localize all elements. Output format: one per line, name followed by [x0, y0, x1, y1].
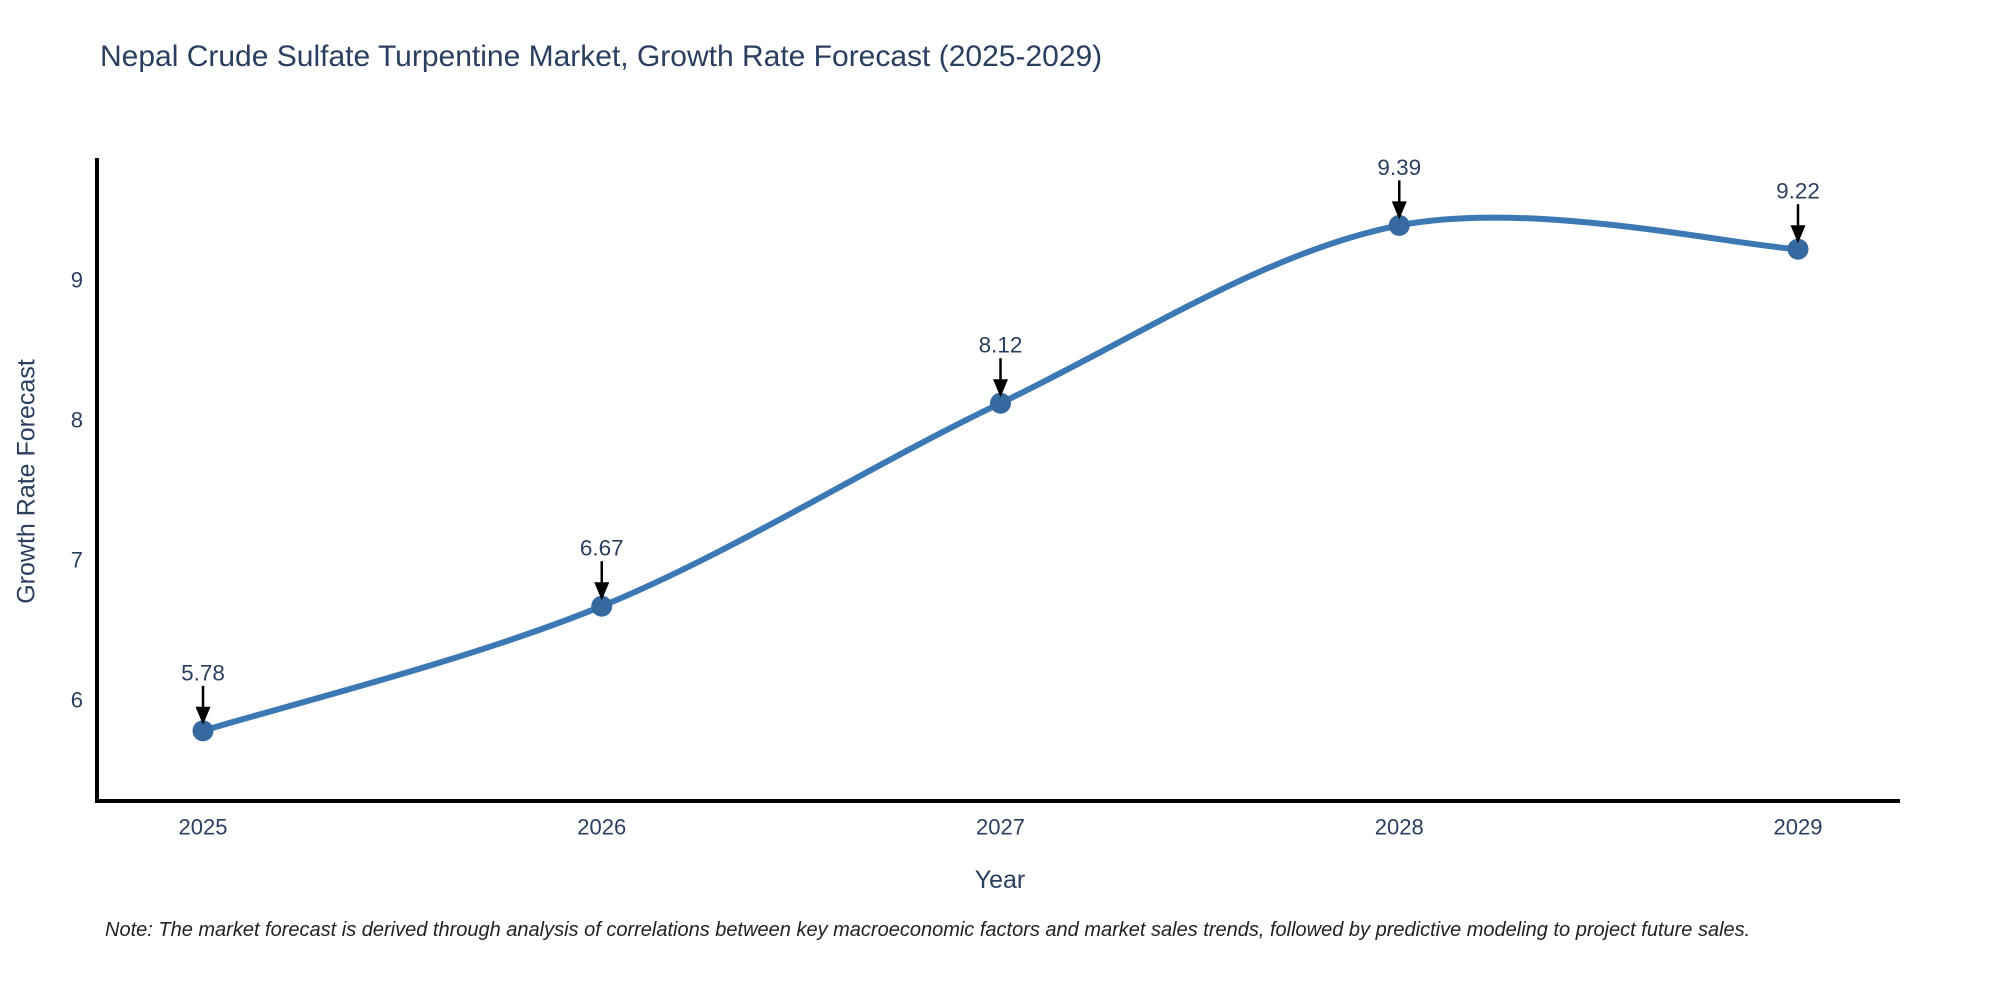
x-tick-label: 2025 [179, 815, 228, 840]
data-point-marker [990, 392, 1011, 414]
data-point-marker [591, 595, 613, 617]
data-point-marker [1787, 238, 1809, 260]
data-point-label: 6.67 [580, 536, 624, 561]
annotation-arrowhead [195, 706, 211, 725]
data-point-label: 8.12 [979, 333, 1023, 358]
x-tick-label: 2029 [1774, 815, 1823, 840]
annotation-arrowhead [1391, 201, 1407, 220]
y-tick-label: 7 [71, 548, 83, 573]
x-tick-label: 2027 [976, 815, 1025, 840]
annotation-arrowhead [594, 582, 610, 601]
data-point-label: 9.22 [1776, 179, 1820, 204]
footnote: Note: The market forecast is derived thr… [105, 919, 1751, 941]
series-line-group [200, 214, 1801, 734]
x-tick-label: 2026 [577, 815, 626, 840]
data-point-label: 5.78 [181, 660, 225, 685]
data-point-marker [1388, 214, 1410, 236]
chart-title: Nepal Crude Sulfate Turpentine Market, G… [100, 40, 1103, 73]
x-tick-label: 2028 [1375, 815, 1424, 840]
data-point-label: 9.39 [1377, 155, 1421, 180]
axes [95, 158, 1900, 803]
series-line [200, 214, 1801, 734]
x-tick-labels: 2025 2026 2027 2028 2029 [179, 815, 1823, 840]
annotation-arrowhead [993, 379, 1008, 398]
x-axis-title: Year [974, 866, 1026, 894]
y-tick-label: 6 [71, 688, 83, 713]
data-point-markers [192, 214, 1809, 742]
y-tick-label: 8 [71, 408, 83, 433]
data-point-marker [192, 720, 214, 742]
annotations: 5.78 6.67 8.12 9.39 9.22 [181, 155, 1820, 725]
annotation-arrowhead [1790, 225, 1806, 244]
y-tick-labels: 6 7 8 9 [71, 268, 83, 713]
y-tick-label: 9 [71, 268, 83, 293]
